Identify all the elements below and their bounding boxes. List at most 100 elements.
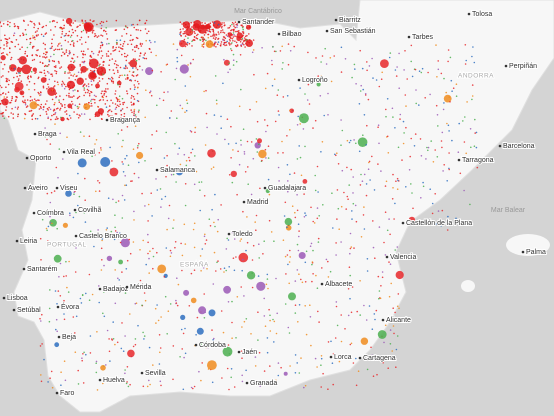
dot: [397, 293, 400, 295]
dot: [51, 114, 53, 117]
dot: [146, 32, 148, 35]
dot: [132, 67, 134, 69]
dot: [149, 250, 151, 252]
dot: [89, 118, 91, 121]
dot: [53, 190, 56, 192]
dot: [457, 151, 460, 153]
dot: [77, 158, 87, 168]
dot: [434, 149, 437, 151]
dot: [8, 37, 11, 39]
dot: [180, 242, 182, 245]
dot: [37, 99, 39, 101]
city-label: Bilbao: [282, 31, 302, 38]
dot: [111, 339, 114, 341]
dot: [79, 297, 82, 300]
dot: [386, 229, 389, 232]
dot: [132, 345, 135, 348]
dot: [387, 367, 390, 370]
dot: [5, 79, 8, 81]
dot: [364, 93, 367, 95]
dot: [0, 21, 1, 24]
dot: [71, 103, 74, 105]
dot: [308, 103, 311, 105]
dot: [82, 29, 85, 32]
dot: [11, 97, 13, 100]
dot: [352, 176, 355, 178]
dot: [220, 310, 223, 312]
city-label: Mérida: [130, 284, 152, 291]
dot: [26, 46, 29, 49]
dot: [63, 24, 65, 27]
dot: [84, 22, 94, 32]
dot: [225, 41, 227, 44]
dot: [88, 92, 91, 95]
dot: [89, 230, 92, 233]
dot: [244, 35, 247, 38]
dot: [224, 24, 226, 26]
city-label: Perpiñán: [509, 63, 537, 70]
dot: [277, 374, 280, 377]
dot: [54, 111, 57, 114]
dot: [346, 139, 349, 142]
dot: [340, 241, 342, 243]
dot: [215, 34, 218, 36]
dot: [437, 125, 439, 127]
dot: [265, 157, 267, 159]
dot: [105, 95, 108, 98]
dot: [361, 67, 364, 70]
dot: [107, 113, 109, 116]
dot: [158, 334, 161, 336]
dot: [366, 368, 369, 371]
dot: [371, 57, 373, 60]
dot: [245, 318, 248, 320]
dot: [145, 19, 148, 22]
dot: [245, 23, 247, 26]
dot: [316, 366, 318, 368]
dot: [64, 70, 66, 73]
dot: [203, 90, 205, 93]
dot: [60, 36, 62, 39]
dot: [47, 87, 56, 96]
dot: [126, 90, 128, 92]
dot: [124, 175, 126, 177]
dot: [201, 362, 203, 364]
dot: [116, 100, 119, 102]
dot: [28, 88, 30, 91]
dot: [121, 74, 123, 77]
city-label: Lorca: [334, 354, 352, 361]
dot: [64, 106, 66, 109]
dot: [87, 89, 90, 92]
dot: [39, 317, 41, 320]
city-marker: [237, 20, 241, 24]
dot: [107, 197, 110, 199]
dot: [273, 78, 276, 80]
dot: [190, 272, 193, 275]
dot: [60, 384, 62, 387]
dot: [180, 35, 182, 37]
dot: [44, 103, 47, 105]
dot: [230, 157, 232, 159]
dot: [277, 152, 279, 154]
dot: [255, 138, 258, 140]
dot: [177, 283, 180, 286]
dot: [65, 190, 72, 197]
dot: [181, 107, 184, 110]
dot: [471, 95, 474, 97]
dot: [141, 43, 144, 45]
dot: [103, 291, 105, 293]
dot: [9, 21, 11, 24]
dot: [195, 34, 198, 37]
dot: [67, 72, 69, 74]
dot: [115, 19, 118, 22]
dot: [16, 108, 19, 110]
dot: [136, 92, 139, 95]
dot: [97, 106, 100, 108]
dot: [72, 89, 74, 92]
dot: [59, 67, 61, 69]
dot: [391, 350, 394, 352]
dot: [323, 114, 326, 117]
dot: [223, 22, 225, 24]
dot: [334, 153, 336, 156]
dot: [216, 261, 218, 264]
